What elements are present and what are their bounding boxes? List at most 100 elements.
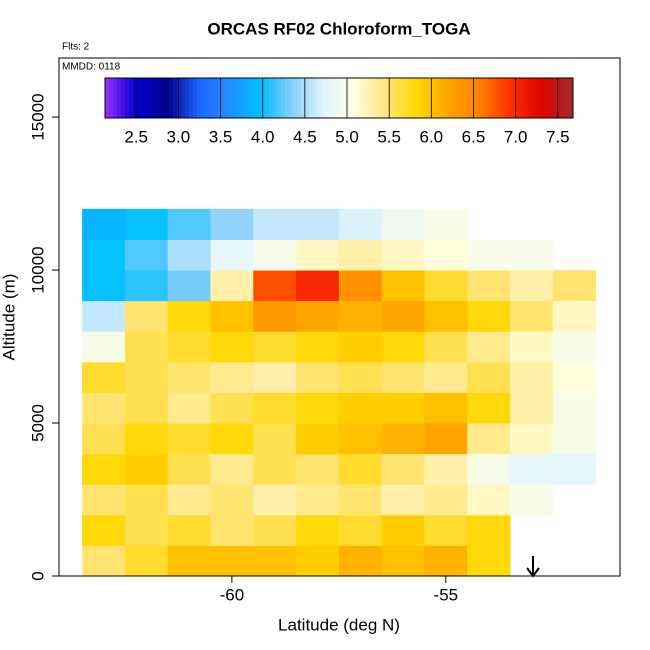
colorbar-swatch — [217, 78, 222, 118]
heat-cell — [167, 331, 211, 363]
colorbar-swatch — [553, 78, 558, 118]
heat-cell — [338, 239, 383, 271]
heat-cell — [338, 392, 383, 424]
heat-cell — [424, 423, 468, 455]
colorbar-swatch — [325, 78, 330, 118]
colorbar-swatch — [333, 78, 338, 118]
heat-cell — [210, 300, 254, 332]
colorbar-swatch — [461, 78, 466, 118]
heat-cell — [381, 208, 425, 240]
heat-cell — [124, 270, 169, 302]
heat-cell — [296, 392, 340, 424]
heat-cell — [552, 453, 597, 485]
heat-cell — [467, 239, 511, 271]
x-tick-label: -55 — [434, 585, 459, 604]
x-axis-label: Latitude (deg N) — [278, 615, 400, 634]
colorbar-swatch — [177, 78, 182, 118]
colorbar-swatch — [561, 78, 566, 118]
heat-cell — [510, 392, 554, 424]
heat-cell — [381, 423, 425, 455]
heat-cell — [467, 270, 511, 302]
colorbar-swatch — [357, 78, 362, 118]
colorbar-swatch — [241, 78, 246, 118]
colorbar-tick-label: 5.5 — [377, 127, 401, 146]
colorbar-swatch — [533, 78, 538, 118]
heat-cell — [82, 270, 126, 302]
heat-cell — [167, 545, 211, 577]
heat-cell — [82, 331, 126, 363]
colorbar-swatch — [557, 78, 562, 118]
colorbar-swatch — [497, 78, 502, 118]
colorbar-swatch — [417, 78, 422, 118]
heat-cell — [552, 300, 597, 332]
colorbar-swatch — [437, 78, 442, 118]
heat-cell — [124, 514, 169, 546]
colorbar-swatch — [153, 78, 158, 118]
colorbar-swatch — [237, 78, 242, 118]
colorbar-swatch — [129, 78, 134, 118]
colorbar-swatch — [121, 78, 126, 118]
heat-cell — [167, 239, 211, 271]
colorbar-swatch — [233, 78, 238, 118]
heat-cell — [167, 361, 211, 393]
heat-cell — [124, 300, 169, 332]
heat-cell — [253, 392, 297, 424]
colorbar-swatch — [369, 78, 374, 118]
heat-cell — [82, 392, 126, 424]
heat-cell — [552, 423, 597, 455]
heat-cell — [296, 361, 340, 393]
heat-cell — [82, 545, 126, 577]
colorbar-tick-label: 7.0 — [504, 127, 528, 146]
heat-cell — [124, 545, 169, 577]
heat-cell — [424, 484, 468, 516]
heat-cell — [467, 514, 511, 546]
colorbar-swatch — [141, 78, 146, 118]
heat-cell — [467, 331, 511, 363]
colorbar-swatch — [413, 78, 418, 118]
heat-cell — [381, 545, 425, 577]
colorbar-swatch — [529, 78, 534, 118]
heat-cell — [167, 392, 211, 424]
y-tick-label: 0 — [28, 571, 47, 580]
heat-cell — [167, 208, 211, 240]
colorbar-swatch — [469, 78, 474, 118]
heat-cell — [338, 545, 383, 577]
heat-cell — [253, 361, 297, 393]
heat-cell — [467, 484, 511, 516]
heat-cell — [296, 270, 340, 302]
heat-cell — [167, 270, 211, 302]
colorbar-swatch — [189, 78, 194, 118]
colorbar-swatch — [521, 78, 526, 118]
heat-cell — [167, 514, 211, 546]
heat-cell — [82, 453, 126, 485]
heat-cell — [82, 300, 126, 332]
heat-cell — [467, 392, 511, 424]
y-tick-label: 5000 — [28, 404, 47, 442]
heat-cell — [210, 270, 254, 302]
heat-cell — [253, 331, 297, 363]
heat-cell — [510, 484, 554, 516]
colorbar-frame — [104, 77, 574, 119]
heat-cell — [424, 453, 468, 485]
heat-cell — [253, 545, 297, 577]
colorbar-swatch — [285, 78, 290, 118]
heat-cell — [210, 514, 254, 546]
colorbar-swatch — [489, 78, 494, 118]
colorbar-tick-label: 3.0 — [167, 127, 191, 146]
heat-cell — [210, 392, 254, 424]
heat-cell — [124, 453, 169, 485]
colorbar-swatch — [145, 78, 150, 118]
heat-cell — [510, 239, 554, 271]
colorbar-swatch — [181, 78, 186, 118]
heat-cell — [210, 331, 254, 363]
heat-cell — [338, 208, 383, 240]
heat-cell — [510, 331, 554, 363]
colorbar-swatch — [305, 78, 310, 118]
heat-cell — [467, 453, 511, 485]
colorbar-tick-label: 6.0 — [420, 127, 444, 146]
heat-cell — [253, 239, 297, 271]
annotation: MMDD: 0118 — [62, 62, 121, 73]
y-tick-label: 10000 — [28, 246, 47, 293]
colorbar-swatch — [509, 78, 514, 118]
heat-cell — [338, 270, 383, 302]
